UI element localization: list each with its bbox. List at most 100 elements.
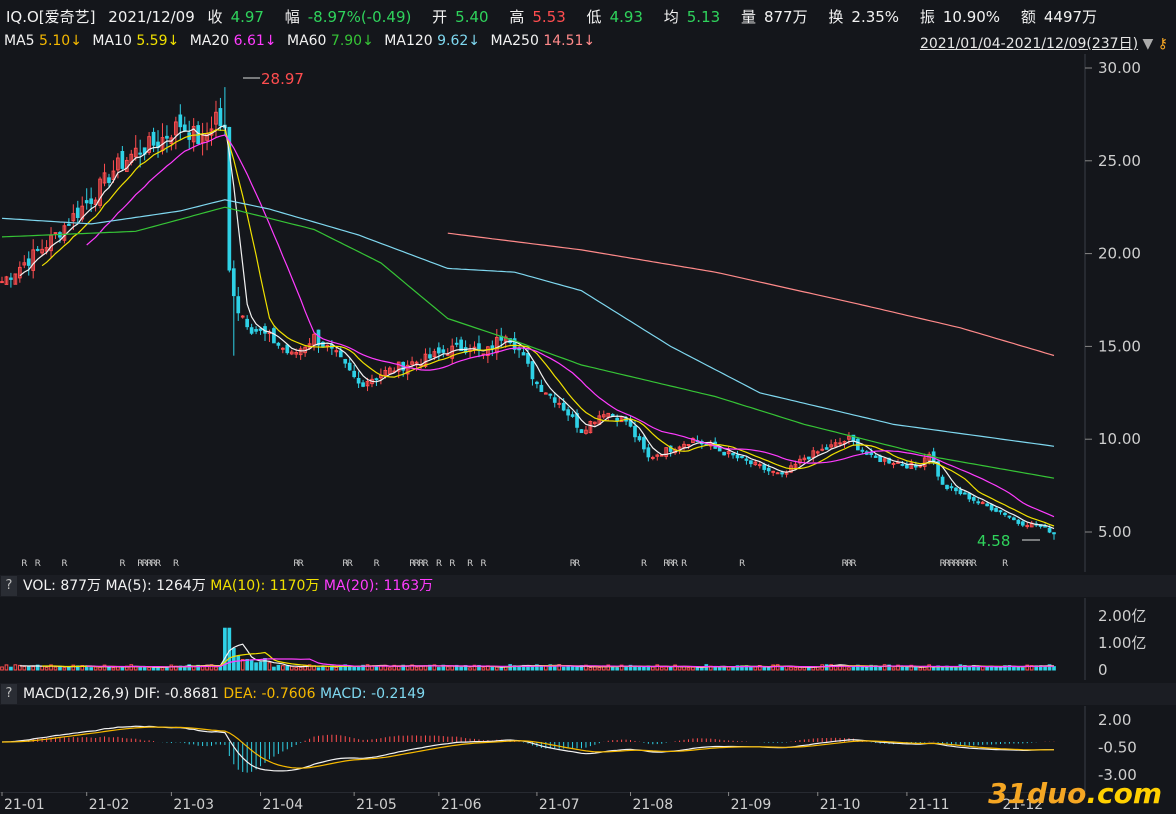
candle-body [44, 247, 49, 252]
x-tick-label: 21-05 [356, 797, 397, 813]
event-marker[interactable]: R [570, 559, 576, 569]
volume-bar [994, 666, 998, 671]
volume-bar [1052, 666, 1056, 671]
event-marker[interactable]: R [1002, 559, 1008, 569]
event-marker[interactable]: R [467, 559, 473, 569]
volume-bar [887, 664, 891, 671]
volume-bar [120, 666, 125, 671]
event-marker[interactable]: R [449, 559, 455, 569]
volume-bar [597, 667, 602, 671]
event-marker[interactable]: R [342, 559, 348, 569]
macd-chart[interactable]: 2.00 -0.50 -3.00 [0, 706, 1176, 792]
event-marker[interactable]: R [739, 559, 745, 569]
event-marker[interactable]: R [422, 559, 428, 569]
x-axis: 21-01 21-02 21-03 21-04 21-05 21-06 21-07 21-08… [0, 792, 1085, 813]
event-marker[interactable]: R [347, 559, 353, 569]
help-button[interactable]: ? [1, 684, 17, 704]
date-range-text[interactable]: 2021/01/04-2021/12/09(237日) [919, 36, 1139, 52]
event-marker[interactable]: R [142, 559, 148, 569]
candle-body [860, 449, 865, 452]
event-marker[interactable]: R [373, 559, 379, 569]
event-marker[interactable]: R [436, 559, 442, 569]
candle-body [766, 467, 771, 472]
event-marker[interactable]: R [414, 559, 420, 569]
event-marker[interactable]: R [173, 559, 179, 569]
volume-bar [49, 664, 53, 671]
event-marker[interactable]: R [672, 559, 678, 569]
candle-body [102, 172, 107, 184]
volume-bar [700, 667, 704, 671]
event-marker[interactable]: R [21, 559, 27, 569]
candle-body [298, 348, 303, 356]
volume-bar [1029, 665, 1034, 671]
candle-body [566, 409, 570, 416]
candle-body [67, 223, 71, 226]
event-marker[interactable]: R [137, 559, 143, 569]
volume-bar [847, 667, 851, 671]
lock-icon[interactable]: ⚷ [1157, 36, 1168, 52]
chevron-down-icon[interactable]: ▼ [1142, 36, 1154, 52]
volume-bar [67, 666, 71, 671]
event-marker[interactable]: R [146, 559, 152, 569]
event-marker[interactable]: R [944, 559, 950, 569]
open-field: 开 5.40 [432, 8, 489, 26]
event-marker[interactable]: R [151, 559, 157, 569]
candle-body [325, 344, 330, 347]
event-marker[interactable]: R [418, 559, 424, 569]
event-marker[interactable]: R [846, 559, 852, 569]
event-marker[interactable]: R [61, 559, 67, 569]
volume-bar [142, 666, 147, 671]
event-marker[interactable]: R [293, 559, 299, 569]
event-marker[interactable]: R [155, 559, 161, 569]
volume-bar [89, 667, 93, 671]
volume-bar [227, 627, 232, 671]
candle-body [677, 446, 682, 450]
event-marker[interactable]: R [298, 559, 304, 569]
event-marker[interactable]: R [841, 559, 847, 569]
price-tick-label: 10.00 [1098, 430, 1141, 448]
event-marker[interactable]: R [574, 559, 580, 569]
volume-bar [985, 666, 989, 671]
volume-bar [396, 666, 401, 671]
candle-body [4, 276, 9, 285]
vol-ma10-line [42, 651, 1055, 668]
candle-body [757, 464, 762, 467]
candle-body [26, 258, 31, 266]
volume-bar [775, 664, 780, 671]
event-marker[interactable]: R [940, 559, 946, 569]
event-marker[interactable]: R [962, 559, 968, 569]
volume-bar [160, 667, 165, 671]
volume-bar [182, 666, 187, 671]
event-marker[interactable]: R [119, 559, 125, 569]
candle-body [512, 338, 517, 350]
candle-body [80, 205, 85, 220]
event-marker[interactable]: R [850, 559, 856, 569]
date-range-selector[interactable]: 2021/01/04-2021/12/09(237日) ▼ ⚷ [920, 33, 1168, 53]
volume-bar [606, 664, 611, 671]
event-marker[interactable]: R [641, 559, 647, 569]
volume-bar [13, 664, 18, 671]
event-marker[interactable]: R [953, 559, 959, 569]
candle-body [936, 461, 940, 477]
event-marker[interactable]: R [681, 559, 687, 569]
candle-body [1007, 515, 1012, 518]
symbol-name[interactable]: IQ.O[爱奇艺] [6, 8, 96, 26]
candle-body [174, 121, 178, 136]
event-marker[interactable]: R [971, 559, 977, 569]
event-marker[interactable]: R [409, 559, 415, 569]
event-marker[interactable]: R [480, 559, 486, 569]
ma60-label: MA60 7.90↓ [286, 33, 374, 49]
volume-chart[interactable]: 2.00亿 1.00亿 0 [0, 598, 1176, 680]
event-marker[interactable]: R [966, 559, 972, 569]
help-button[interactable]: ? [1, 576, 17, 596]
event-marker[interactable]: R [668, 559, 674, 569]
volume-bar [882, 664, 887, 671]
event-marker[interactable]: R [948, 559, 954, 569]
event-marker[interactable]: R [957, 559, 963, 569]
candle-body [227, 126, 232, 271]
candle-body [254, 329, 258, 332]
volume-bar [593, 666, 597, 671]
event-marker[interactable]: R [35, 559, 41, 569]
event-marker[interactable]: R [663, 559, 669, 569]
